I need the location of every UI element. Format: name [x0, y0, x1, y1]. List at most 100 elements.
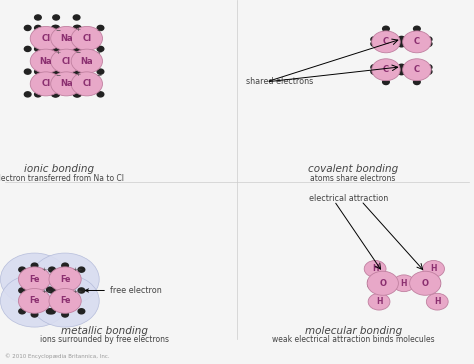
- Circle shape: [35, 69, 41, 74]
- Text: shared electrons: shared electrons: [246, 78, 314, 86]
- Circle shape: [422, 289, 428, 294]
- Text: H: H: [401, 279, 407, 288]
- Text: metallic bonding: metallic bonding: [61, 325, 148, 336]
- Circle shape: [49, 288, 55, 293]
- Circle shape: [78, 288, 85, 293]
- Circle shape: [402, 59, 431, 81]
- Circle shape: [74, 92, 81, 97]
- Circle shape: [427, 293, 448, 310]
- Circle shape: [24, 46, 31, 51]
- Circle shape: [433, 283, 440, 288]
- Circle shape: [391, 279, 398, 284]
- Circle shape: [35, 15, 41, 20]
- Circle shape: [31, 275, 99, 327]
- Circle shape: [74, 25, 81, 31]
- Circle shape: [31, 312, 38, 317]
- Circle shape: [423, 261, 445, 277]
- Circle shape: [31, 253, 99, 305]
- Circle shape: [73, 46, 80, 51]
- Text: −: −: [75, 50, 81, 55]
- Circle shape: [398, 64, 405, 69]
- Circle shape: [51, 27, 82, 51]
- Circle shape: [49, 267, 81, 292]
- Circle shape: [35, 46, 41, 51]
- Circle shape: [53, 15, 59, 20]
- Text: Cl: Cl: [62, 57, 71, 66]
- Circle shape: [73, 25, 80, 31]
- Text: Fe: Fe: [60, 296, 70, 305]
- Circle shape: [383, 30, 389, 35]
- Text: C: C: [414, 65, 420, 74]
- Circle shape: [383, 26, 389, 31]
- Circle shape: [78, 267, 85, 272]
- Text: Fe: Fe: [29, 275, 40, 284]
- Circle shape: [52, 46, 58, 51]
- Circle shape: [425, 65, 432, 70]
- Circle shape: [18, 289, 51, 313]
- Circle shape: [383, 75, 389, 80]
- Text: ++: ++: [72, 289, 82, 294]
- Circle shape: [383, 79, 389, 84]
- Circle shape: [73, 92, 80, 97]
- Circle shape: [30, 49, 62, 73]
- Circle shape: [368, 279, 374, 284]
- Text: O: O: [379, 279, 386, 288]
- Circle shape: [425, 69, 432, 74]
- Text: Na: Na: [60, 79, 73, 88]
- Circle shape: [35, 92, 41, 97]
- Circle shape: [433, 279, 440, 284]
- Text: Cl: Cl: [82, 79, 91, 88]
- Text: weak electrical attraction binds molecules: weak electrical attraction binds molecul…: [272, 335, 435, 344]
- Circle shape: [19, 288, 26, 293]
- Circle shape: [425, 37, 432, 42]
- Circle shape: [371, 69, 378, 74]
- Text: covalent bonding: covalent bonding: [308, 164, 398, 174]
- Circle shape: [78, 309, 85, 314]
- Text: O: O: [422, 279, 429, 288]
- Circle shape: [398, 42, 405, 47]
- Text: H: H: [434, 297, 440, 306]
- Text: ++: ++: [41, 289, 52, 294]
- Text: Na: Na: [81, 57, 93, 66]
- Text: Na: Na: [39, 57, 52, 66]
- Circle shape: [425, 41, 432, 46]
- Circle shape: [52, 69, 58, 74]
- Circle shape: [46, 309, 53, 314]
- Text: −: −: [55, 72, 60, 78]
- Circle shape: [410, 279, 417, 284]
- Circle shape: [49, 289, 81, 313]
- Circle shape: [97, 92, 104, 97]
- Text: H: H: [376, 297, 383, 306]
- Circle shape: [393, 275, 415, 292]
- Circle shape: [372, 59, 400, 81]
- Circle shape: [413, 30, 420, 35]
- Circle shape: [398, 70, 405, 75]
- Text: ions surrounded by free electrons: ions surrounded by free electrons: [40, 335, 169, 344]
- Circle shape: [30, 72, 62, 96]
- Text: −: −: [96, 27, 101, 32]
- Circle shape: [0, 275, 69, 327]
- Text: Cl: Cl: [82, 34, 91, 43]
- Circle shape: [364, 261, 386, 277]
- Circle shape: [62, 263, 68, 268]
- Circle shape: [53, 69, 59, 74]
- Circle shape: [18, 267, 51, 292]
- Text: Fe: Fe: [60, 275, 70, 284]
- Circle shape: [53, 92, 59, 97]
- Circle shape: [97, 46, 104, 51]
- Text: ++: ++: [41, 268, 52, 273]
- Circle shape: [97, 69, 104, 74]
- Circle shape: [49, 309, 55, 314]
- Text: +: +: [75, 27, 81, 32]
- Text: Cl: Cl: [41, 34, 50, 43]
- Circle shape: [372, 31, 400, 53]
- Circle shape: [402, 31, 431, 53]
- Circle shape: [53, 25, 59, 31]
- Circle shape: [52, 92, 58, 97]
- Circle shape: [413, 75, 420, 80]
- Circle shape: [380, 273, 386, 278]
- Circle shape: [24, 92, 31, 97]
- Circle shape: [371, 65, 378, 70]
- Text: Na: Na: [60, 34, 73, 43]
- Circle shape: [74, 69, 81, 74]
